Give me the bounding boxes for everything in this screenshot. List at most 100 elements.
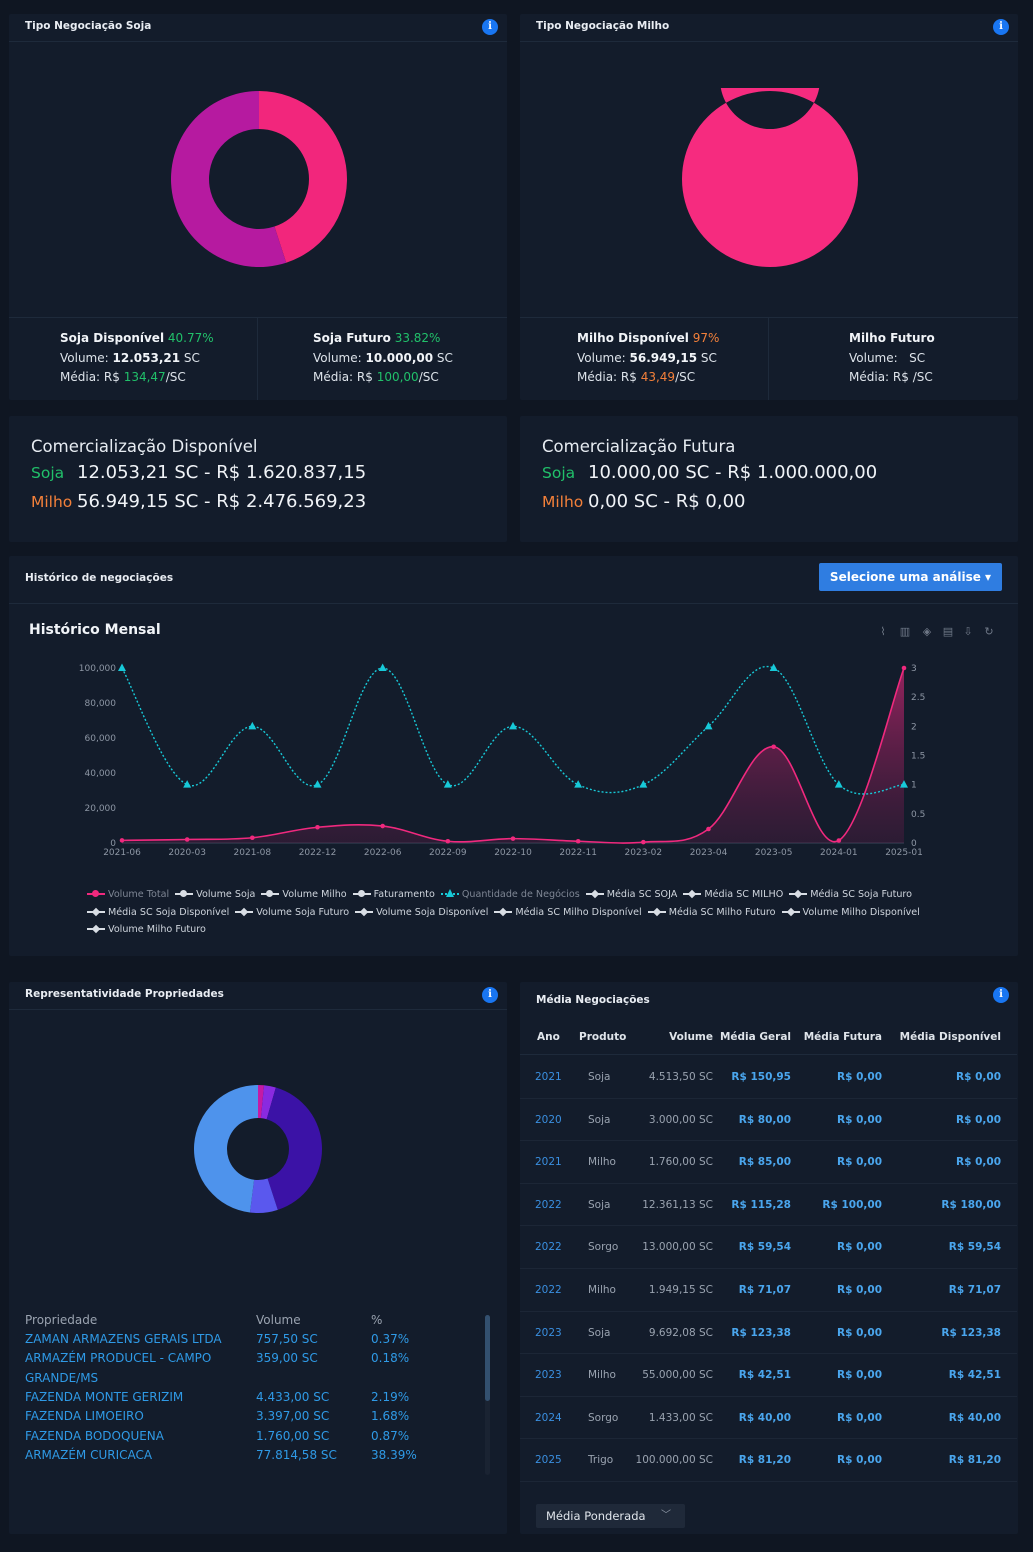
legend-marker [585,890,604,898]
milho-stats: Milho Disponível 97% Volume: 56.949,15 S… [520,317,1018,400]
bar-chart-icon[interactable]: ▥ [899,625,911,638]
volume-total-point [641,839,646,845]
cell-ano[interactable]: 2022 [535,1284,562,1296]
quantidade-negocios-point [183,780,192,788]
cell-ano[interactable]: 2022 [535,1198,562,1211]
property-cell: ZAMAN ARMAZENS GERAIS LTDA [25,1332,222,1346]
quantidade-negocios-point [639,780,648,788]
donut-slice[interactable] [682,88,858,267]
donut-slice[interactable] [258,1085,265,1119]
quantidade-negocios-point [704,721,713,730]
download-icon[interactable]: ⇩ [963,625,973,638]
cell-disp: R$ 59,54 [948,1241,1001,1254]
table-row[interactable]: 2025 Trigo 100.000,00 SC R$ 81,20 R$ 0,00 R$ … [520,1439,1017,1482]
scrollbar-thumb[interactable] [485,1315,490,1401]
table-row[interactable]: 2022 Milho 1.949,15 SC R$ 71,07 R$ 0,00 R$ 71… [520,1269,1017,1312]
donut-slice[interactable] [193,1085,258,1213]
y-right-tick-label: 3 [911,664,917,674]
card-title: Média Negociações [536,994,650,1006]
legend-item[interactable]: Média SC Soja Disponível [87,904,229,922]
legend-item[interactable]: Volume Milho Futuro [87,921,206,939]
legend-item[interactable]: Volume Total [87,886,169,904]
cell-ano[interactable]: 2022 [535,1241,562,1254]
stat-volume: 56.949,15 [629,351,698,365]
cell-disp: R$ 0,00 [956,1113,1001,1126]
cell-ano[interactable]: 2023 [535,1369,562,1382]
info-icon[interactable]: i [993,19,1009,35]
line-chart-icon[interactable]: ⌇ [880,625,886,638]
properties-rows[interactable]: ZAMAN ARMAZENS GERAIS LTDA 757,50 SC 0.37%… [25,1313,485,1463]
table-row[interactable]: 2021 Milho 1.760,00 SC R$ 85,00 R$ 0,00 R$ 0,… [520,1141,1017,1184]
info-icon[interactable]: i [482,19,498,35]
legend-item[interactable]: Quantidade de Negócios [440,886,580,904]
stat-pct: 97% [692,331,720,345]
refresh-icon[interactable]: ↻ [984,625,994,638]
table-row[interactable]: 2023 Soja 9.692,08 SC R$ 123,38 R$ 0,00 R$ 12… [520,1312,1017,1355]
donut-slice[interactable] [171,91,287,267]
legend-item[interactable]: Média SC MILHO [683,886,783,904]
table-row[interactable]: 2024 Sorgo 1.433,00 SC R$ 40,00 R$ 0,00 R$ 40… [520,1397,1017,1440]
stat-volume-label: Volume: [849,351,898,365]
legend-label: Faturamento [373,889,435,900]
property-cell: GRANDE/MS [25,1370,99,1385]
donut-slice[interactable] [266,1087,322,1210]
donut-slice[interactable] [249,1178,278,1213]
x-tick-label: 2023-05 [755,848,793,858]
legend-item[interactable]: Média SC SOJA [585,886,677,904]
stat-media: 100,00 [376,370,419,384]
legend-item[interactable]: Média SC Milho Futuro [647,904,776,922]
col-header: % [371,1313,383,1327]
legend-item[interactable]: Volume Milho Disponível [781,904,920,922]
volume-total-point [706,826,711,832]
cell-ano[interactable]: 2024 [535,1411,562,1424]
stat-volume-unit: SC [700,351,717,365]
cell-disp: R$ 42,51 [948,1369,1001,1382]
quantidade-negocios-point [574,780,583,788]
table-row[interactable]: 2020 Soja 3.000,00 SC R$ 80,00 R$ 0,00 R$ 0,0… [520,1099,1017,1142]
legend-item[interactable]: Volume Soja [175,886,255,904]
table-row[interactable]: 2021 Soja 4.513,50 SC R$ 150,95 R$ 0,00 R$ 0,… [520,1056,1017,1099]
media-type-select[interactable]: Média Ponderada ﹀ [536,1504,685,1528]
table-row[interactable]: 2023 Milho 55.000,00 SC R$ 42,51 R$ 0,00 R$ 4… [520,1354,1017,1397]
stack-icon[interactable]: ◈ [922,625,932,638]
select-analysis-button[interactable]: Selecione uma análise ▾ [819,563,1002,591]
cell-futura: R$ 0,00 [837,1284,882,1296]
historico-card: Histórico de negociações Selecione uma a… [9,556,1018,956]
cell-ano[interactable]: 2025 [535,1454,562,1467]
info-icon[interactable]: i [482,987,498,1003]
cell-futura: R$ 0,00 [837,1113,882,1126]
data-view-icon[interactable]: ▤ [942,625,954,638]
stat-media-label: Média: R$ [60,370,120,384]
property-cell: FAZENDA BODOQUENA [25,1428,164,1443]
volume-total-point [836,838,842,843]
soja-stats: Soja Disponível 40.77% Volume: 12.053,21… [9,317,507,400]
legend-item[interactable]: Volume Soja Futuro [235,904,349,922]
donut-slice[interactable] [260,1085,276,1120]
volume-total-line [121,667,905,844]
y-right-tick-label: 2.5 [911,693,925,703]
cell-ano[interactable]: 2023 [535,1326,562,1339]
legend-item[interactable]: Volume Milho [261,886,347,904]
legend-item[interactable]: Média SC Milho Disponível [494,904,642,922]
legend-marker [647,908,666,916]
cell-volume: 1.433,00 SC [648,1411,713,1424]
table-row[interactable]: 2022 Sorgo 13.000,00 SC R$ 59,54 R$ 0,00 R$ 5… [520,1226,1017,1269]
y-left-tick-label: 0 [110,839,116,849]
cell-ano[interactable]: 2021 [535,1156,562,1169]
property-cell: 3.397,00 SC [256,1409,330,1424]
cell-disp: R$ 0,00 [956,1156,1001,1169]
scrollbar[interactable] [485,1315,490,1475]
cell-ano[interactable]: 2020 [535,1113,562,1126]
cell-produto: Soja [588,1198,611,1211]
donut-slice[interactable] [259,91,347,263]
card-title: Tipo Negociação Milho [536,20,670,32]
legend-item[interactable]: Média SC Soja Futuro [789,886,912,904]
table-row[interactable]: 2022 Soja 12.361,13 SC R$ 115,28 R$ 100,00 R$… [520,1184,1017,1227]
legend-item[interactable]: Faturamento [352,886,435,904]
cell-ano[interactable]: 2021 [535,1071,562,1083]
milho-value: 56.949,15 SC - R$ 2.476.569,23 [77,491,367,512]
cell-volume: 12.361,13 SC [642,1198,713,1211]
info-icon[interactable]: i [993,987,1009,1003]
legend-item[interactable]: Volume Soja Disponível [355,904,488,922]
legend-label: Quantidade de Negócios [461,889,580,900]
